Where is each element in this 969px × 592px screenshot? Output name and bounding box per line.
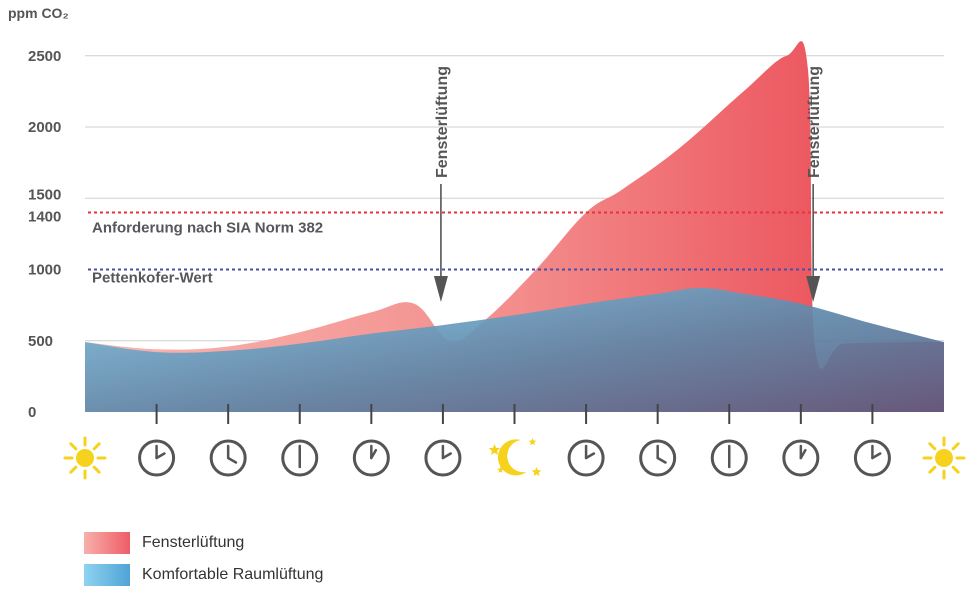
legend-item-raumlueftung: Komfortable Raumlüftung: [84, 560, 323, 590]
annotation-label: Fensterlüftung: [806, 66, 823, 178]
annotation-fensterlueftung: Fensterlüftung: [433, 66, 451, 302]
arrow-down-icon: [806, 276, 821, 302]
y-tick-label: 500: [28, 333, 53, 350]
y-axis: 0 500 1000 1400 1500 2000 2500 ppm CO₂: [8, 5, 69, 421]
annotation-label: Fensterlüftung: [434, 66, 451, 178]
clock-icon: [710, 439, 748, 477]
legend-label: Fensterlüftung: [142, 534, 245, 551]
y-tick-label: 1000: [28, 262, 61, 279]
clock-icon: [209, 439, 247, 477]
series-areas: [85, 41, 944, 413]
y-tick-label: 2000: [28, 119, 61, 136]
reference-lines: Anforderung nach SIA Norm 382 Pettenkofer…: [88, 211, 944, 287]
clock-icon: [639, 439, 677, 477]
clock-icon: [424, 439, 462, 477]
clock-icon: [138, 439, 176, 477]
sun-icon: [922, 436, 966, 480]
clock-icon: [782, 439, 820, 477]
legend-label: Komfortable Raumlüftung: [142, 566, 324, 583]
y-tick-label: 1400: [28, 209, 61, 226]
reference-line-label: Pettenkofer-Wert: [92, 270, 213, 287]
annotations: Fensterlüftung Fensterlüftung: [433, 66, 823, 302]
y-tick-label: 2500: [28, 48, 61, 65]
series-area-raumlueftung: [85, 288, 944, 412]
legend-item-fensterlueftung: Fensterlüftung: [84, 528, 323, 558]
arrow-down-icon: [433, 276, 448, 302]
y-tick-label: 1500: [28, 186, 61, 203]
y-tick-label: 0: [28, 404, 36, 421]
co2-chart: 0 500 1000 1400 1500 2000 2500 ppm CO₂ Anforder…: [8, 5, 966, 480]
clock-icon: [567, 439, 605, 477]
annotation-fensterlueftung: Fensterlüftung: [806, 66, 823, 302]
legend: Fensterlüftung Komfortable Raumlüftung: [84, 528, 323, 592]
legend-swatch-blue: [84, 564, 130, 586]
clock-icon: [853, 439, 891, 477]
clock-icon: [281, 439, 319, 477]
reference-line-label: Anforderung nach SIA Norm 382: [92, 220, 323, 237]
moon-stars-icon: [488, 438, 542, 477]
sun-icon: [63, 436, 107, 480]
x-axis: [155, 404, 874, 424]
clock-icon: [352, 439, 390, 477]
legend-swatch-red: [84, 532, 130, 554]
time-icons: [63, 436, 966, 480]
y-axis-label: ppm CO₂: [8, 5, 69, 21]
